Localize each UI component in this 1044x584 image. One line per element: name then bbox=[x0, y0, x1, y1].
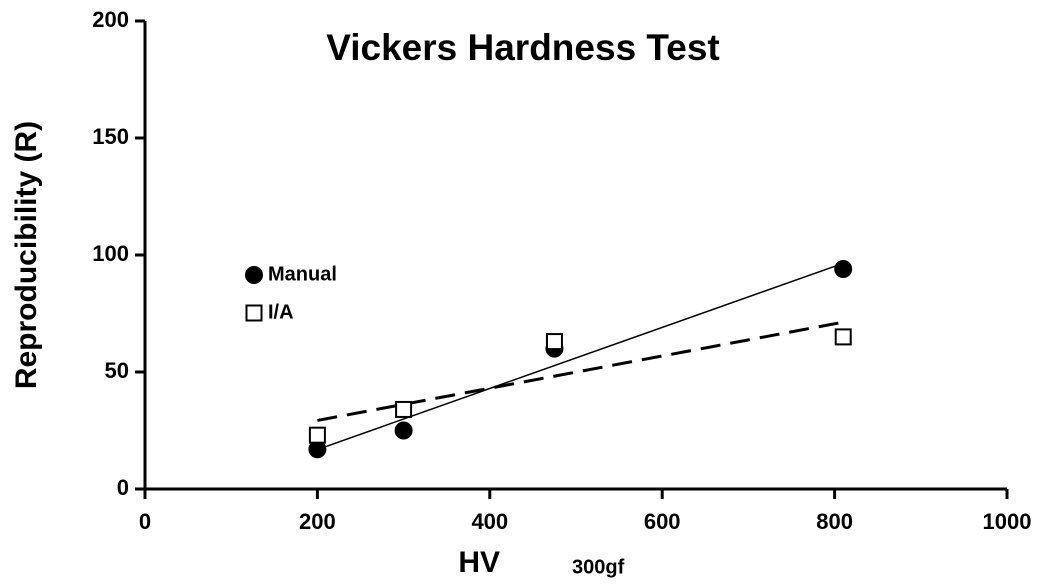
x-tick-label: 600 bbox=[644, 509, 681, 534]
y-axis-label: Reproducibility (R) bbox=[10, 121, 43, 389]
x-axis-label: HV bbox=[458, 546, 500, 579]
marker bbox=[834, 328, 852, 346]
marker bbox=[545, 333, 563, 351]
y-tick-label: 100 bbox=[92, 241, 129, 266]
y-tick-label: 200 bbox=[92, 7, 129, 32]
x-tick-label: 200 bbox=[299, 509, 336, 534]
x-axis-label-sub: 300gf bbox=[572, 556, 625, 578]
marker bbox=[395, 400, 413, 418]
marker bbox=[308, 426, 326, 444]
y-tick-label: 50 bbox=[105, 358, 129, 383]
y-tick-label: 150 bbox=[92, 124, 129, 149]
marker bbox=[834, 260, 853, 279]
x-tick-label: 1000 bbox=[983, 509, 1032, 534]
y-tick-label: 0 bbox=[117, 475, 129, 500]
x-tick-label: 400 bbox=[471, 509, 508, 534]
legend-marker bbox=[245, 266, 263, 284]
x-tick-label: 0 bbox=[139, 509, 151, 534]
x-tick-label: 800 bbox=[816, 509, 853, 534]
legend-label: I/A bbox=[268, 301, 294, 323]
marker bbox=[394, 421, 413, 440]
legend-marker bbox=[245, 304, 263, 322]
trendline bbox=[317, 262, 844, 451]
chart-title: Vickers Hardness Test bbox=[326, 27, 720, 68]
legend-label: Manual bbox=[268, 263, 337, 285]
